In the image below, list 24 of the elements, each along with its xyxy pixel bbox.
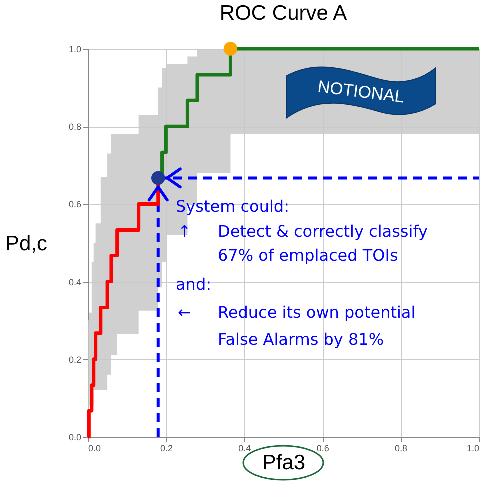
chart-title: ROC Curve A	[220, 2, 348, 25]
x-tick-label: 0.8	[395, 444, 408, 454]
x-tick-label: 0.6	[316, 444, 330, 454]
x-tick-label: 1.0	[466, 444, 480, 454]
x-tick-label: 0.4	[238, 444, 252, 454]
y-tick-label: 0.8	[68, 122, 82, 132]
y-tick-label: 1.0	[68, 44, 82, 54]
annotation: Reduce its own potential	[218, 303, 416, 322]
annotation: ←	[178, 303, 192, 322]
annotation: 67% of emplaced TOIs	[218, 246, 398, 265]
y-tick-label: 0.6	[68, 200, 82, 210]
y-axis-title: Pd,c	[5, 232, 48, 256]
annotation: ↑	[178, 222, 192, 241]
x-tick-label: 0.2	[160, 444, 173, 454]
annotation: and:	[176, 275, 212, 294]
y-tick-label: 0.4	[68, 277, 82, 288]
annotation: False Alarms by 81%	[218, 330, 384, 349]
x-tick-label: 0.0	[88, 444, 102, 454]
x-axis-title: Pfa3	[262, 452, 306, 474]
annotation: Detect & correctly classify	[218, 222, 428, 241]
annotation: System could:	[176, 197, 290, 216]
y-tick-label: 0.2	[68, 354, 82, 365]
y-tick-label: 0.0	[68, 432, 82, 442]
annotation: NOTIONAL	[316, 77, 406, 107]
